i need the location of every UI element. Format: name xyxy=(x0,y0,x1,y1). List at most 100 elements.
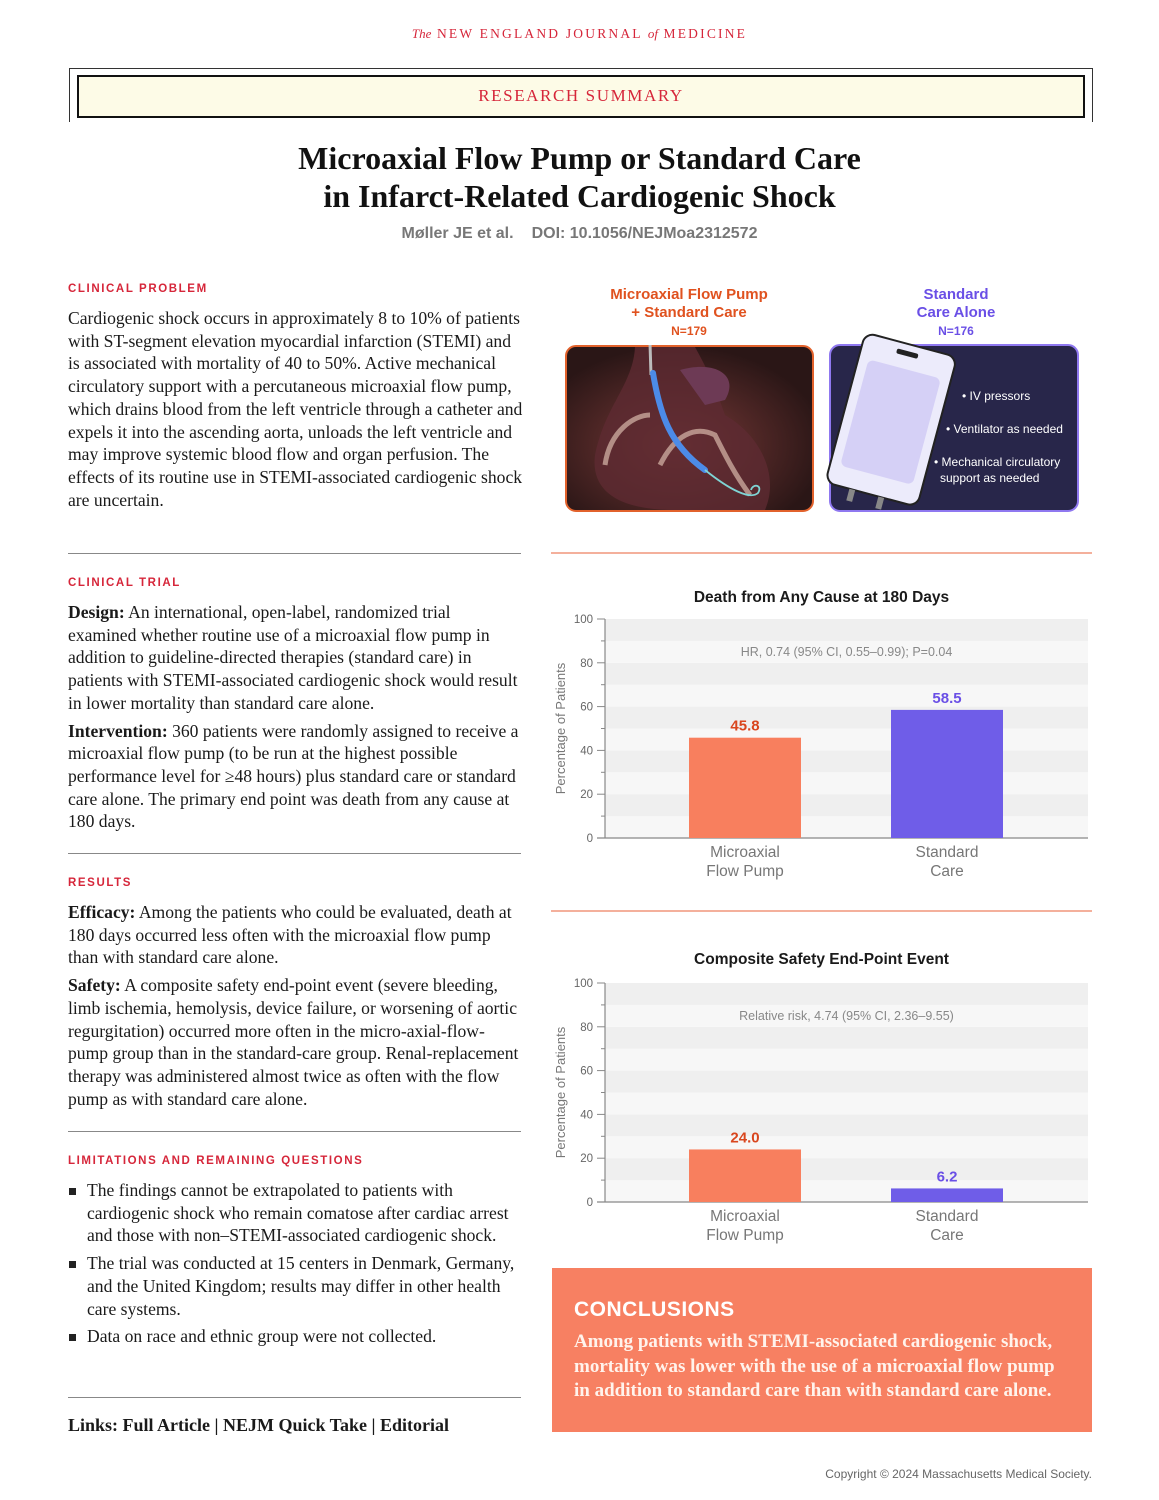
standard-care-bullet: • Mechanical circulatory xyxy=(934,455,1060,469)
limitations-list: The findings cannot be extrapolated to p… xyxy=(68,1179,523,1348)
y-tick-label: 60 xyxy=(580,1066,593,1078)
x-category-label: Microaxial xyxy=(710,844,780,861)
editorial-link[interactable]: Editorial xyxy=(380,1415,450,1435)
x-category-label: Flow Pump xyxy=(706,1227,784,1244)
intervention-paragraph: Intervention: 360 patients were randomly… xyxy=(68,720,523,834)
x-category-label: Microaxial xyxy=(710,1208,780,1225)
clinical-problem-section: Clinical Problem Cardiogenic shock occur… xyxy=(68,283,523,511)
bar-value-label: 45.8 xyxy=(730,718,759,735)
grid-band xyxy=(605,684,1088,707)
bar xyxy=(891,1188,1003,1202)
banner-frame xyxy=(69,68,1093,122)
conclusions-heading: CONCLUSIONS xyxy=(574,1298,735,1321)
design-label: Design: xyxy=(68,602,125,622)
standard-care-bullet: • IV pressors xyxy=(962,389,1030,403)
grid-band xyxy=(605,1114,1088,1137)
grid-band xyxy=(605,619,1088,641)
arm-n: N=176 xyxy=(938,324,974,338)
chart-annotation: Relative risk, 4.74 (95% CI, 2.36–9.55) xyxy=(739,1009,954,1023)
x-category-label: Standard xyxy=(916,1208,979,1225)
masthead-the: The xyxy=(411,26,432,41)
intervention-label: Intervention: xyxy=(68,720,168,741)
doi[interactable]: DOI: 10.1056/NEJMoa2312572 xyxy=(531,225,758,242)
grid-band xyxy=(605,1136,1088,1159)
bar xyxy=(689,1149,801,1202)
x-category-label: Care xyxy=(930,1227,964,1244)
efficacy-paragraph: Efficacy: Among the patients who could b… xyxy=(68,901,523,969)
research-summary-banner: RESEARCH SUMMARY xyxy=(77,75,1085,118)
grid-band xyxy=(605,640,1088,663)
links-bar: Links: Full Article | NEJM Quick Take | … xyxy=(68,1415,449,1436)
y-tick-label: 40 xyxy=(580,745,593,757)
divider xyxy=(68,853,521,854)
section-heading: Results xyxy=(68,877,133,889)
efficacy-label: Efficacy: xyxy=(68,902,136,922)
separator: | xyxy=(371,1415,376,1435)
grid-band xyxy=(605,1004,1088,1027)
links-label: Links: xyxy=(68,1415,119,1435)
y-tick-label: 80 xyxy=(580,658,593,670)
grid-band xyxy=(605,794,1088,817)
safety-paragraph: Safety: A composite safety end-point eve… xyxy=(68,974,523,1110)
journal-masthead: The NEW ENGLAND JOURNAL of MEDICINE xyxy=(0,26,1159,42)
section-heading: Limitations and Remaining Questions xyxy=(68,1155,364,1167)
y-axis-label: Percentage of Patients xyxy=(553,662,568,794)
chart-title: Composite Safety End-Point Event xyxy=(694,951,949,968)
divider xyxy=(68,1397,521,1398)
iv-bag-illustration: • IV pressors • Ventilator as needed • M… xyxy=(826,333,1079,512)
section-heading: Clinical Problem xyxy=(68,283,208,295)
grid-band xyxy=(605,1180,1088,1202)
bar-value-label: 24.0 xyxy=(730,1129,759,1146)
conclusions-box: CONCLUSIONS Among patients with STEMI-as… xyxy=(552,1268,1092,1432)
y-tick-label: 100 xyxy=(574,614,593,626)
grid-band xyxy=(605,706,1088,729)
divider xyxy=(551,910,1092,912)
divider xyxy=(551,552,1092,554)
y-tick-label: 0 xyxy=(587,833,593,845)
arm-label-line: + Standard Care xyxy=(631,304,747,321)
arm-label-line: Standard xyxy=(923,286,989,303)
title-line-2: in Infarct-Related Cardiogenic Shock xyxy=(323,178,836,214)
chart-annotation: HR, 0.74 (95% CI, 0.55–0.99); P=0.04 xyxy=(741,645,953,659)
y-tick-label: 0 xyxy=(587,1197,593,1209)
standard-care-bullet: • Ventilator as needed xyxy=(946,422,1063,436)
design-text: An international, open-label, randomized… xyxy=(68,602,518,713)
grid-band xyxy=(605,728,1088,751)
grid-band xyxy=(605,1158,1088,1181)
intervention-text: 360 patients were randomly assigned to r… xyxy=(68,720,519,832)
y-tick-label: 100 xyxy=(574,978,593,990)
bar-value-label: 58.5 xyxy=(932,690,961,707)
efficacy-text: Among the patients who could be evaluate… xyxy=(68,902,512,968)
y-axis-label: Percentage of Patients xyxy=(553,1026,568,1158)
standard-care-bullet-continued: support as needed xyxy=(940,471,1039,485)
bar-value-label: 6.2 xyxy=(937,1168,958,1185)
y-tick-label: 80 xyxy=(580,1022,593,1034)
safety-chart: 0 20 40 60 80 100 Percentage of Patients Relati… xyxy=(553,978,1088,1244)
title-line-1: Microaxial Flow Pump or Standard Care xyxy=(298,140,861,176)
x-category-label: Flow Pump xyxy=(706,863,784,880)
authors: Møller JE et al. xyxy=(401,225,514,242)
x-category-label: Care xyxy=(930,863,964,880)
arm-standard-label: Standard Care Alone N=176 xyxy=(832,286,1080,340)
grid-band xyxy=(605,1048,1088,1071)
divider xyxy=(68,553,521,554)
quick-take-link[interactable]: NEJM Quick Take xyxy=(222,1415,368,1435)
y-tick-label: 20 xyxy=(580,1153,593,1165)
full-article-link[interactable]: Full Article xyxy=(122,1415,211,1435)
bar xyxy=(689,737,801,838)
grid-band xyxy=(605,1092,1088,1115)
conclusions-text: Among patients with STEMI-associated car… xyxy=(574,1331,1055,1401)
copyright: Copyright © 2024 Massachusetts Medical S… xyxy=(825,1467,1092,1481)
grid-band xyxy=(605,1070,1088,1093)
divider xyxy=(68,1131,521,1132)
clinical-trial-section: Clinical Trial Design: An international,… xyxy=(68,577,523,833)
grid-band xyxy=(605,750,1088,773)
grid-band xyxy=(605,983,1088,1005)
page-title: Microaxial Flow Pump or Standard Care in … xyxy=(0,139,1159,215)
safety-label: Safety: xyxy=(68,975,121,996)
arm-pump-label: Microaxial Flow Pump + Standard Care N=1… xyxy=(565,286,813,340)
results-section: Results Efficacy: Among the patients who… xyxy=(68,877,523,1110)
grid-band xyxy=(605,662,1088,685)
arm-label-line: Care Alone xyxy=(916,304,996,321)
arm-n: N=179 xyxy=(671,324,707,338)
